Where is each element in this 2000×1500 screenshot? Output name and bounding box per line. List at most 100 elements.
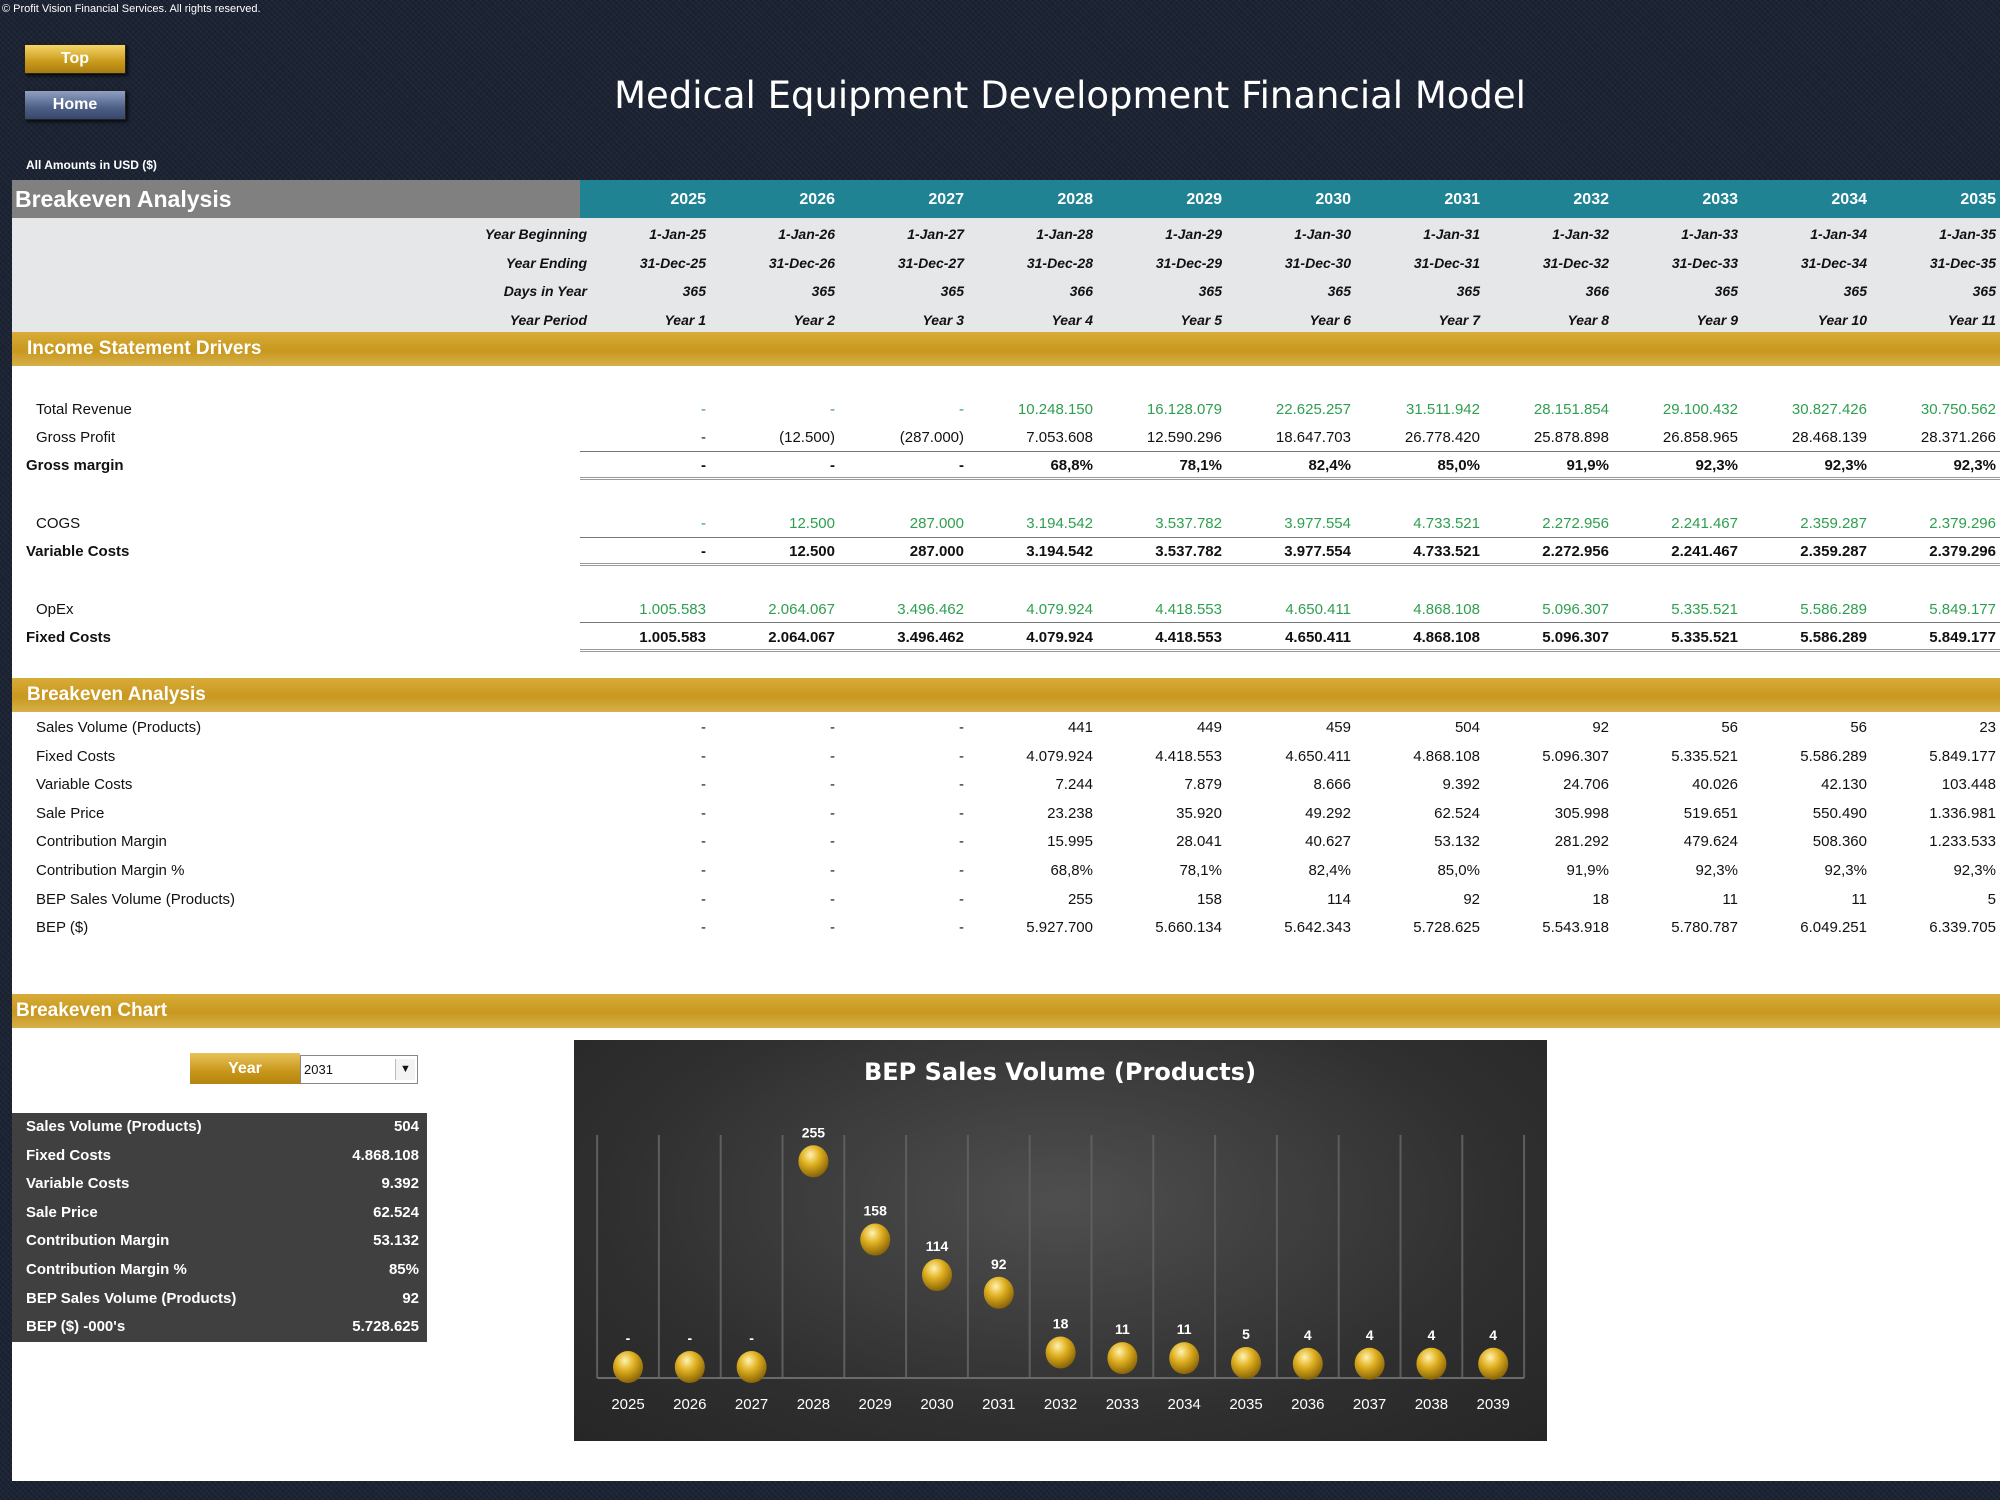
row-label: Fixed Costs: [26, 629, 112, 646]
data-label: 4: [1304, 1327, 1312, 1343]
table-cell: 519.651: [1683, 804, 1738, 822]
table-row: BEP Sales Volume (Products) - - - 255 158 114 9…: [12, 886, 2000, 914]
year-column-header: 2035: [1960, 191, 1996, 208]
row-divider: [580, 649, 2000, 652]
table-cell: 7.053.608: [1026, 429, 1093, 446]
year-column-header: 2029: [1186, 191, 1222, 208]
table-cell: 78,1%: [1179, 862, 1222, 879]
bep-chart: BEP Sales Volume (Products) - 2025 - 2026 - 20…: [574, 1040, 1547, 1441]
table-cell: 4.868.108: [1413, 629, 1480, 646]
table-cell: 103.448: [1941, 776, 1996, 794]
summary-label: Contribution Margin %: [26, 1261, 187, 1278]
meta-cell: 365: [811, 283, 835, 299]
table-cell: 5.642.343: [1284, 919, 1351, 937]
table-cell: 5.927.700: [1026, 919, 1093, 937]
table-cell: 281.292: [1554, 833, 1609, 851]
data-point: [798, 1145, 829, 1178]
data-point: [1416, 1347, 1447, 1380]
x-tick-label: 2034: [1168, 1396, 1201, 1413]
table-cell: 78,1%: [1179, 457, 1222, 474]
meta-cell: 1-Jan-33: [1681, 226, 1738, 242]
table-cell: 62.524: [1434, 804, 1480, 822]
table-cell: -: [959, 776, 964, 794]
row-label: Gross margin: [26, 457, 124, 474]
summary-label: Fixed Costs: [26, 1146, 112, 1164]
table-cell: 40.627: [1305, 833, 1351, 851]
data-point: [860, 1223, 891, 1256]
table-cell: -: [959, 804, 964, 822]
table-cell: 504: [1454, 719, 1480, 736]
table-cell: 6.049.251: [1800, 919, 1867, 937]
data-label: 114: [926, 1238, 949, 1254]
year-dropdown[interactable]: 2031 ▼: [300, 1055, 418, 1084]
row-divider: [580, 563, 2000, 566]
meta-cell: 31-Dec-31: [1413, 254, 1480, 271]
row-label: Fixed Costs: [36, 747, 116, 765]
data-label: 4: [1489, 1327, 1497, 1343]
meta-row-label: Year Ending: [505, 254, 587, 271]
data-point: [922, 1259, 952, 1292]
table-cell: 5.096.307: [1542, 601, 1609, 618]
table-cell: 255: [1067, 890, 1093, 908]
meta-cell: 1-Jan-26: [778, 226, 835, 242]
summary-row: Fixed Costs 4.868.108: [12, 1142, 427, 1170]
table-cell: 56: [1721, 719, 1738, 736]
summary-value: 92: [402, 1289, 419, 1307]
row-label: Contribution Margin: [36, 833, 167, 851]
table-cell: 441: [1067, 719, 1093, 736]
table-cell: 30.750.562: [1920, 401, 1996, 418]
data-point: [613, 1351, 643, 1383]
data-point: [1107, 1342, 1138, 1375]
top-button[interactable]: Top: [24, 44, 126, 74]
table-cell: 28.151.854: [1533, 401, 1609, 418]
table-cell: 2.241.467: [1671, 515, 1738, 532]
table-cell: 5.096.307: [1542, 747, 1609, 765]
table-cell: -: [701, 747, 706, 765]
meta-cell: 31-Dec-32: [1542, 254, 1609, 271]
summary-row: Sales Volume (Products) 504: [12, 1113, 427, 1141]
x-tick-label: 2027: [735, 1396, 768, 1413]
table-cell: 2.064.067: [768, 629, 835, 646]
year-column-header: 2032: [1573, 191, 1609, 208]
meta-cell: Year 11: [1947, 311, 1996, 328]
row-label: Total Revenue: [36, 401, 132, 418]
table-cell: 4.418.553: [1155, 747, 1222, 765]
year-column-header: 2028: [1057, 191, 1093, 208]
table-cell: 4.079.924: [1026, 601, 1093, 618]
meta-cell: 1-Jan-30: [1294, 226, 1351, 242]
table-row: Gross Profit - (12.500) (287.000) 7.053.608 1…: [12, 424, 2000, 452]
table-cell: -: [959, 919, 964, 937]
row-label: Variable Costs: [26, 543, 130, 560]
row-divider: [580, 451, 2000, 452]
data-point: [1354, 1347, 1385, 1380]
bottom-bar: [0, 1481, 2000, 1500]
table-row: Contribution Margin - - - 15.995 28.041 40.627…: [12, 828, 2000, 856]
table-row: Gross margin - - - 68,8% 78,1% 82,4% 85,0% 91,9%…: [12, 452, 2000, 480]
chevron-down-icon[interactable]: ▼: [395, 1059, 415, 1080]
table-cell: 5.728.625: [1413, 919, 1480, 937]
table-cell: 4.868.108: [1413, 601, 1480, 618]
table-cell: 2.272.956: [1542, 515, 1609, 532]
table-cell: -: [959, 890, 964, 908]
table-cell: 92,3%: [1953, 862, 1996, 879]
meta-row-label: Year Beginning: [484, 226, 587, 242]
table-row: Variable Costs - 12.500 287.000 3.194.542 3.5…: [12, 538, 2000, 566]
table-cell: -: [701, 890, 706, 908]
table-cell: 23.238: [1047, 804, 1093, 822]
x-tick-label: 2031: [982, 1396, 1015, 1413]
table-cell: -: [830, 401, 835, 418]
table-row: Sale Price - - - 23.238 35.920 49.292 62.524 305…: [12, 800, 2000, 828]
sheet-title: Breakeven Analysis: [12, 180, 580, 218]
table-cell: 26.858.965: [1662, 429, 1738, 446]
home-button[interactable]: Home: [24, 90, 126, 120]
table-cell: 82,4%: [1308, 457, 1351, 474]
meta-cell: 31-Dec-28: [1026, 254, 1093, 271]
table-cell: 53.132: [1434, 833, 1480, 851]
table-cell: 92: [1592, 719, 1609, 736]
summary-value: 5.728.625: [352, 1318, 419, 1336]
table-cell: 4.733.521: [1413, 515, 1480, 532]
table-cell: 31.511.942: [1406, 401, 1480, 418]
table-cell: 92: [1463, 890, 1480, 908]
table-row: Fixed Costs 1.005.583 2.064.067 3.496.462 4.…: [12, 624, 2000, 652]
table-cell: 82,4%: [1308, 862, 1351, 879]
